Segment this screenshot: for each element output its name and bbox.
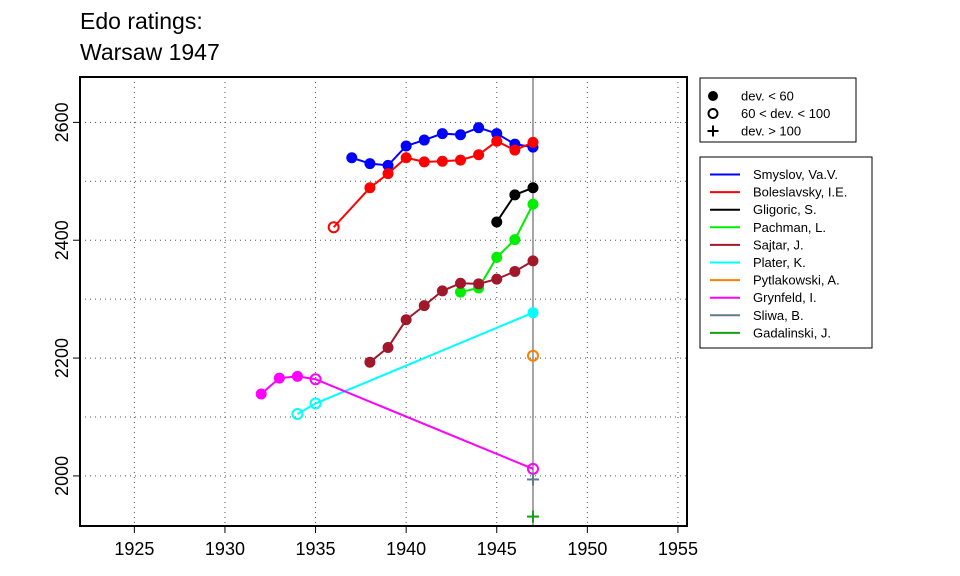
data-point <box>400 140 412 152</box>
chart-title-line-2: Warsaw 1947 <box>80 39 220 65</box>
data-point <box>346 152 358 164</box>
data-point <box>436 285 448 297</box>
data-point <box>707 125 719 137</box>
data-point <box>327 221 340 234</box>
data-point <box>364 356 376 368</box>
deviation-legend-label: dev. > 100 <box>741 124 801 139</box>
data-point <box>491 273 503 285</box>
data-point <box>473 149 485 161</box>
data-point <box>291 408 304 421</box>
x-tick-label: 1930 <box>205 539 245 559</box>
data-point <box>455 277 467 289</box>
deviation-legend-label: 60 < dev. < 100 <box>741 106 830 121</box>
x-tick-label: 1935 <box>296 539 336 559</box>
x-tick-label: 1945 <box>477 539 517 559</box>
series-line <box>369 259 534 363</box>
data-point <box>526 510 539 523</box>
data-point <box>473 122 485 134</box>
grid <box>80 77 687 526</box>
deviation-legend: dev. < 60 60 < dev. < 100 dev. > 100 <box>699 77 857 143</box>
data-point <box>436 155 448 167</box>
legend-label: Pachman, L. <box>753 220 826 235</box>
x-tick-label: 1940 <box>386 539 426 559</box>
data-point <box>418 300 430 312</box>
data-point <box>291 370 303 382</box>
legend-label: Sliwa, B. <box>753 308 804 323</box>
legend-label: Gadalinski, J. <box>753 325 831 340</box>
data-point <box>473 278 485 290</box>
data-point <box>527 307 539 319</box>
data-point <box>708 91 718 101</box>
data-point <box>364 182 376 194</box>
data-point <box>509 234 521 246</box>
y-axis: 2000 2200 2400 2600 <box>52 102 80 496</box>
data-point <box>527 182 539 194</box>
player-legend: Smyslov, Va.V. Boleslavsky, I.E. Gligoric,… <box>699 156 873 349</box>
chart-title-line-1: Edo ratings: <box>80 8 203 34</box>
data-point <box>382 341 394 353</box>
data-point <box>491 216 503 228</box>
y-tick-label: 2000 <box>52 456 72 496</box>
data-point <box>527 198 539 210</box>
x-tick-label: 1950 <box>567 539 607 559</box>
data-point <box>509 189 521 201</box>
series-line <box>332 140 534 228</box>
plot-frame <box>79 76 688 527</box>
data-point <box>400 152 412 164</box>
legend-label: Plater, K. <box>753 255 806 270</box>
data-point <box>707 108 719 119</box>
data-point <box>255 388 267 400</box>
x-axis: 1925 1930 1935 1940 1945 1950 1955 <box>114 526 698 559</box>
data-point <box>400 314 412 326</box>
data-point <box>364 158 376 170</box>
legend-label: Smyslov, Va.V. <box>753 167 838 182</box>
legend-label: Sajtar, J. <box>753 237 804 252</box>
x-tick-label: 1955 <box>658 539 698 559</box>
legend-label: Grynfeld, I. <box>753 290 817 305</box>
data-point <box>526 473 539 486</box>
legend-label: Boleslavsky, I.E. <box>753 185 847 200</box>
data-point <box>273 372 285 384</box>
data-point <box>491 251 503 263</box>
series-markers <box>255 122 539 523</box>
legend-label: Pytlakowski, A. <box>753 273 840 288</box>
y-tick-label: 2400 <box>52 220 72 260</box>
y-tick-label: 2600 <box>52 102 72 142</box>
series-line <box>260 375 534 470</box>
data-point <box>309 373 322 386</box>
data-point <box>509 144 521 156</box>
legend-label: Gligoric, S. <box>753 202 817 217</box>
data-point <box>382 168 394 180</box>
x-tick-label: 1925 <box>114 539 154 559</box>
data-point <box>526 349 539 362</box>
data-point <box>436 128 448 140</box>
series-line <box>296 311 534 415</box>
data-point <box>418 134 430 146</box>
data-point <box>509 265 521 277</box>
data-point <box>455 154 467 166</box>
deviation-legend-box <box>699 77 857 143</box>
deviation-legend-label: dev. < 60 <box>741 89 794 104</box>
data-point <box>491 135 503 147</box>
data-point <box>455 129 467 141</box>
data-point <box>527 136 539 148</box>
y-tick-label: 2200 <box>52 338 72 378</box>
data-point <box>418 156 430 168</box>
data-point <box>527 255 539 267</box>
data-point <box>309 397 322 410</box>
